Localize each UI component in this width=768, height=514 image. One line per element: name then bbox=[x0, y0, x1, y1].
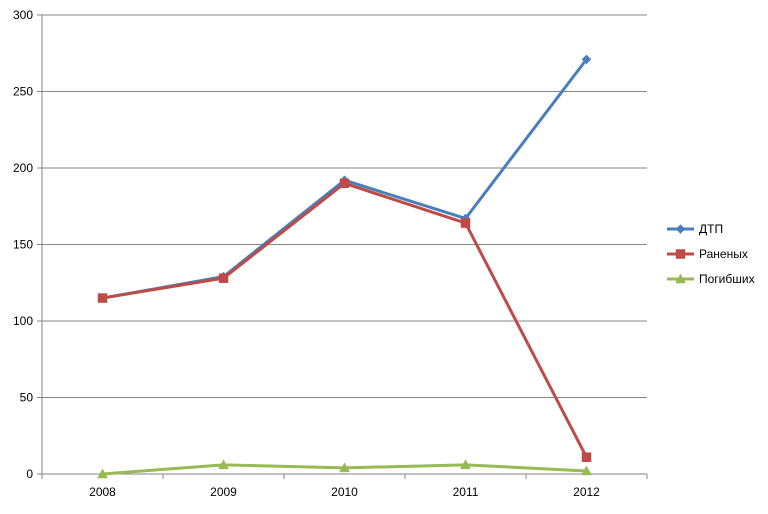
x-tick-label: 2008 bbox=[89, 485, 116, 499]
data-point-series-2 bbox=[581, 452, 592, 462]
y-tick-label: 50 bbox=[20, 391, 34, 405]
y-tick-label: 0 bbox=[26, 467, 33, 481]
legend-marker bbox=[675, 224, 686, 234]
x-tick-label: 2010 bbox=[331, 485, 358, 499]
data-point-series-2 bbox=[339, 178, 350, 189]
x-tick-label: 2009 bbox=[210, 485, 237, 499]
x-tick-label: 2011 bbox=[453, 485, 479, 499]
legend-marker bbox=[675, 249, 686, 259]
data-point-series-1 bbox=[581, 54, 592, 65]
legend-label: Погибших bbox=[699, 272, 755, 286]
legend-label: ДТП bbox=[699, 222, 723, 236]
y-tick-label: 100 bbox=[13, 314, 33, 328]
data-point-series-3 bbox=[581, 465, 592, 476]
data-point-series-3 bbox=[339, 462, 350, 473]
data-point-series-2 bbox=[97, 293, 108, 303]
y-tick-label: 250 bbox=[13, 85, 33, 99]
y-tick-label: 200 bbox=[13, 161, 33, 175]
data-point-series-2 bbox=[460, 218, 471, 228]
data-point-series-3 bbox=[460, 459, 471, 470]
y-tick-label: 150 bbox=[13, 238, 33, 252]
y-tick-label: 300 bbox=[13, 8, 33, 22]
data-point-series-2 bbox=[218, 273, 229, 283]
legend-label: Раненых bbox=[699, 247, 748, 261]
x-tick-label: 2012 bbox=[573, 485, 600, 499]
series-line-2 bbox=[101, 181, 588, 459]
data-point-series-3 bbox=[97, 468, 108, 479]
data-point-series-3 bbox=[218, 459, 229, 470]
legend-marker bbox=[675, 273, 686, 284]
